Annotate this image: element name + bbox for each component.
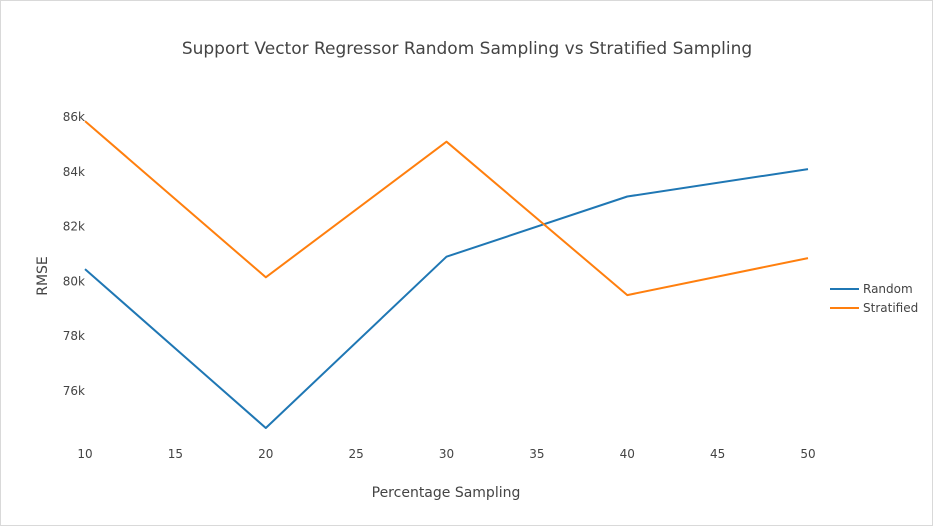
y-tick-label: 76k (63, 384, 85, 398)
y-tick-label: 78k (63, 329, 85, 343)
legend-label-random: Random (863, 282, 913, 296)
x-tick-label: 40 (620, 447, 635, 461)
series-line-random (84, 168, 809, 429)
x-tick-label: 45 (710, 447, 725, 461)
x-tick-label: 20 (258, 447, 273, 461)
y-axis-title: RMSE (35, 256, 51, 296)
x-tick-label: 15 (168, 447, 183, 461)
y-tick-label: 82k (63, 220, 85, 234)
x-tick-label: 35 (529, 447, 544, 461)
series-line-stratified (84, 120, 809, 297)
x-axis-ticks: 10 15 20 25 30 35 40 45 50 (77, 447, 815, 461)
x-tick-label: 10 (77, 447, 92, 461)
y-tick-label: 80k (63, 274, 85, 288)
x-axis-title: Percentage Sampling (372, 485, 521, 501)
y-tick-label: 84k (63, 165, 85, 179)
y-tick-label: 86k (63, 110, 85, 124)
y-axis-ticks: 76k 78k 80k 82k 84k 86k (63, 110, 85, 398)
legend-label-stratified: Stratified (863, 301, 918, 315)
plot-lines (84, 120, 809, 429)
x-tick-label: 30 (439, 447, 454, 461)
x-tick-label: 50 (800, 447, 815, 461)
legend: Random Stratified (830, 282, 918, 315)
chart-title: Support Vector Regressor Random Sampling… (182, 39, 752, 59)
x-tick-label: 25 (348, 447, 363, 461)
